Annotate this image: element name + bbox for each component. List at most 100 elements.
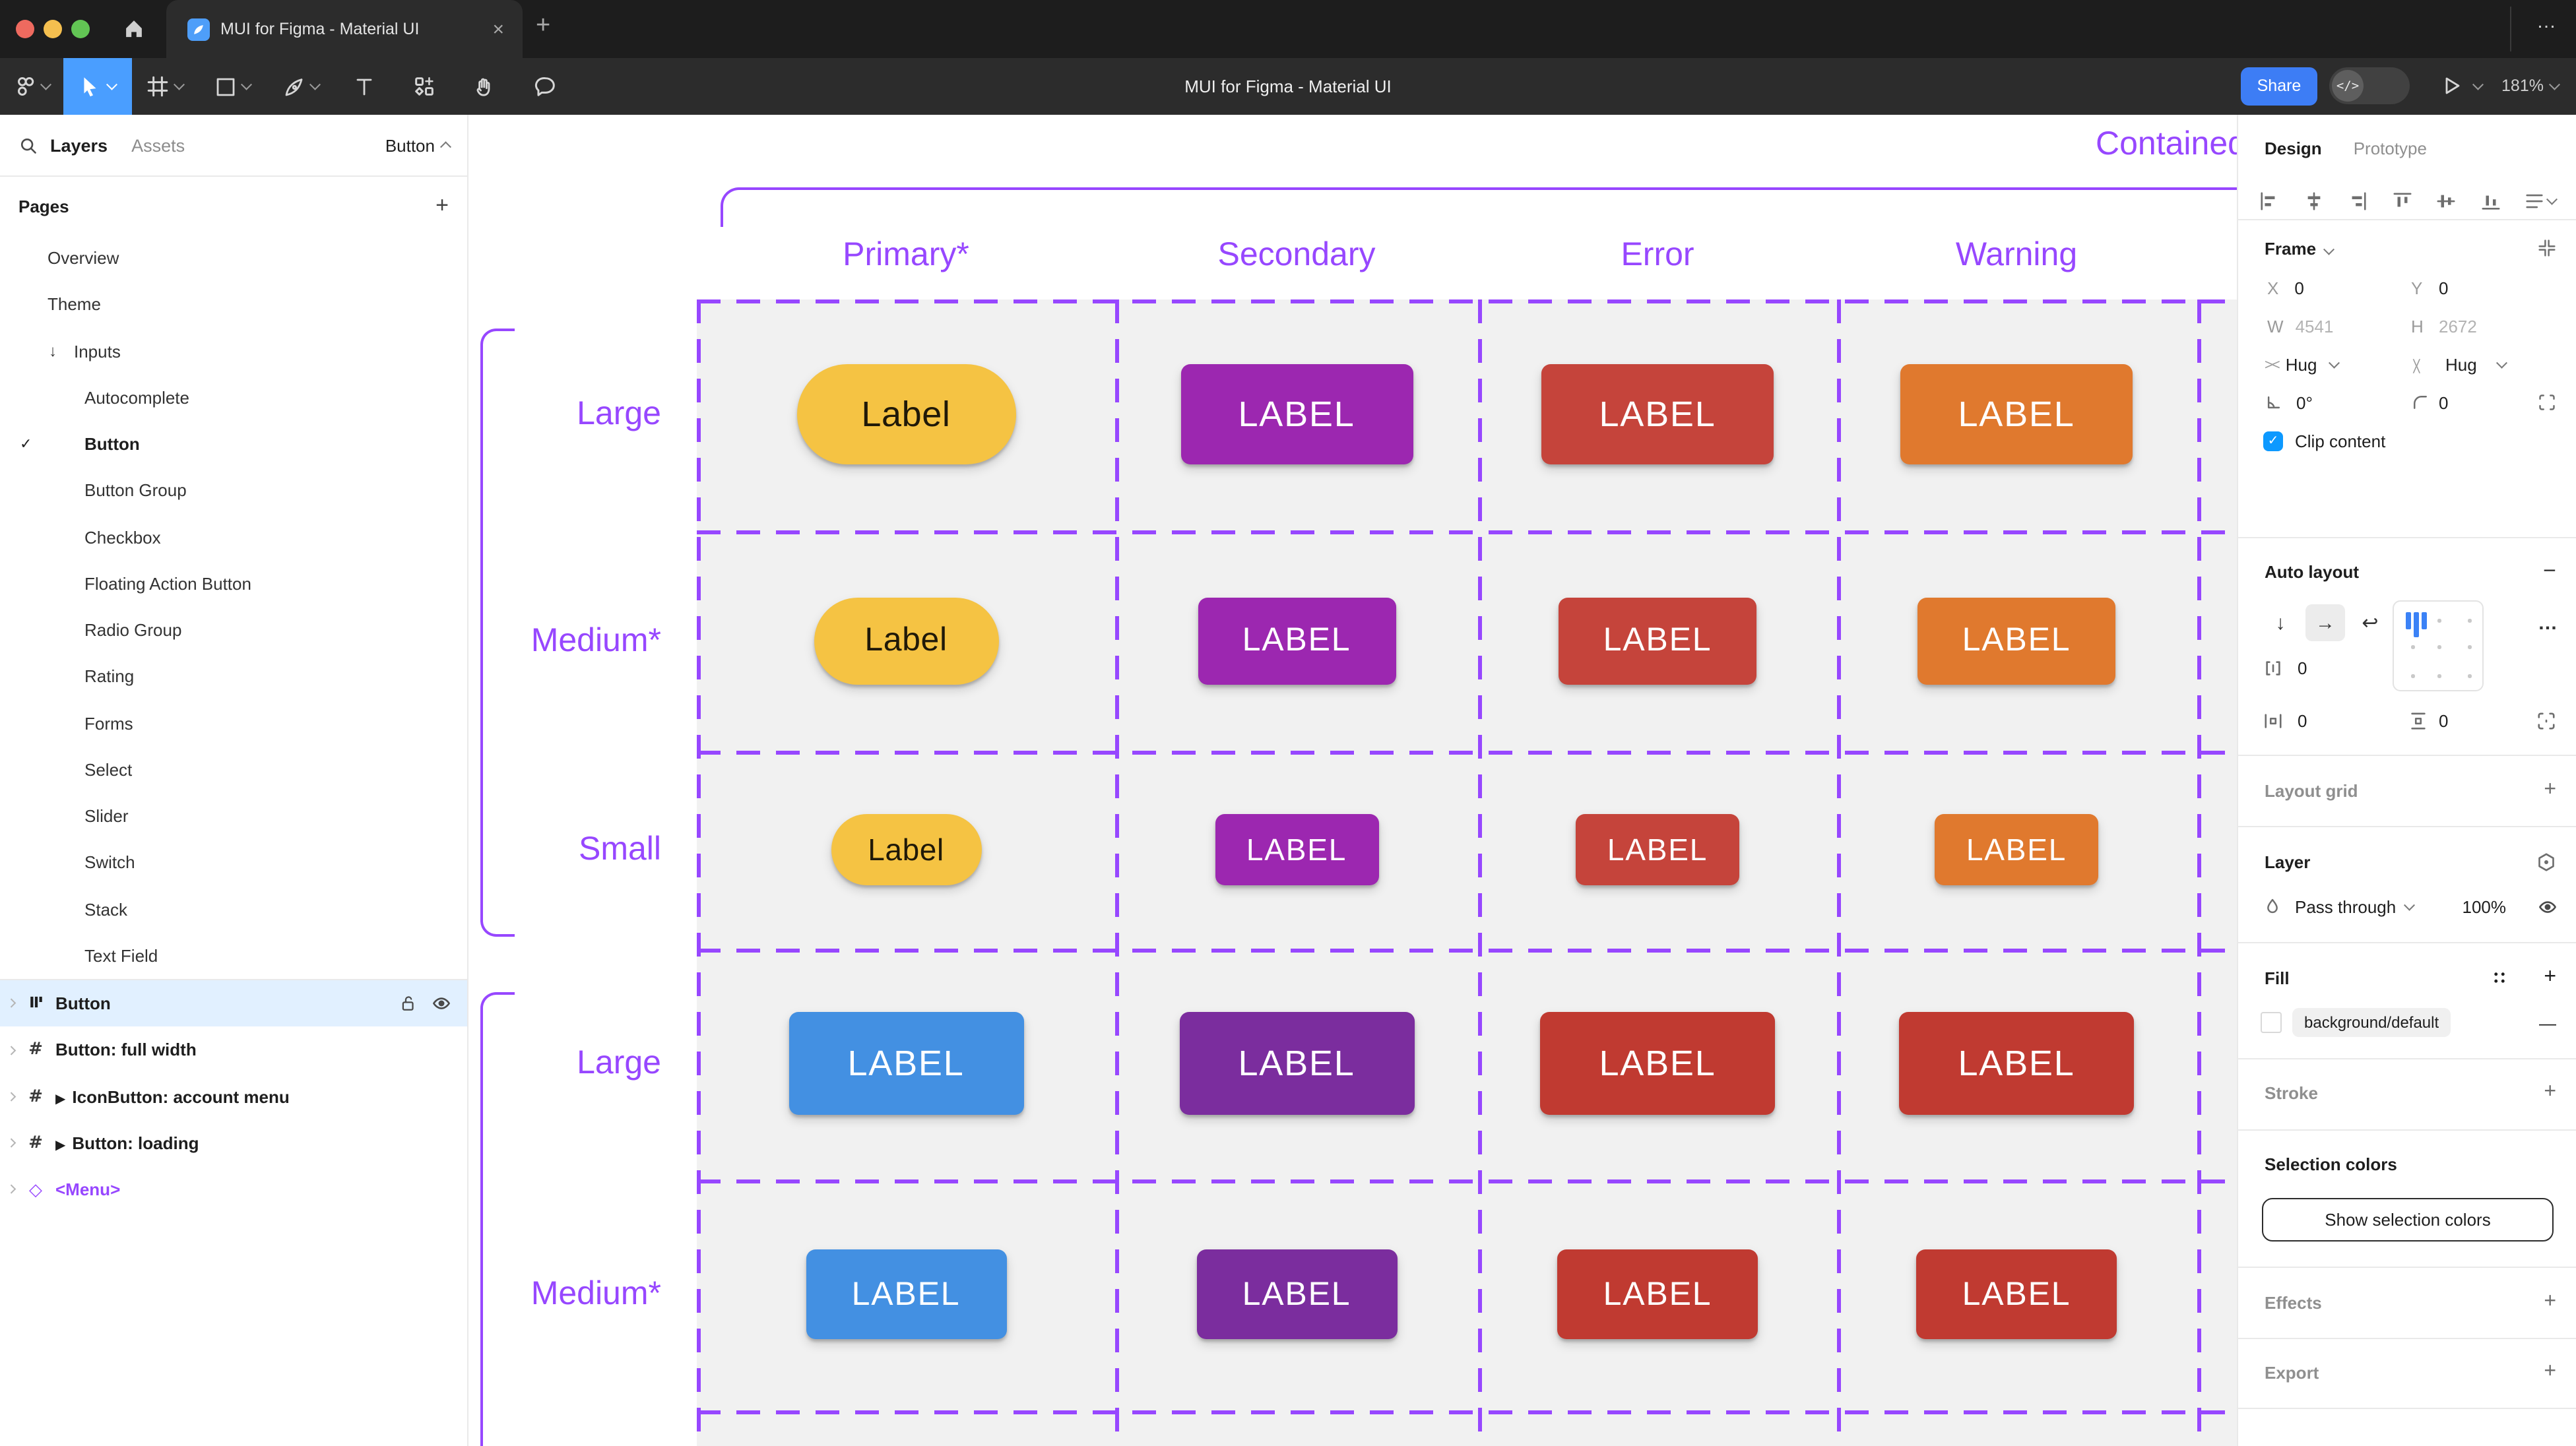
independent-corners-icon[interactable] — [2538, 393, 2556, 412]
add-export-button[interactable]: + — [2544, 1360, 2556, 1383]
align-top-icon[interactable] — [2392, 191, 2412, 211]
gap-value[interactable]: 0 — [2298, 658, 2307, 678]
page-item-select[interactable]: Select — [84, 759, 133, 780]
add-stroke-button[interactable]: + — [2544, 1081, 2556, 1103]
distribute-menu[interactable] — [2525, 191, 2558, 211]
canvas-button[interactable]: LABEL — [1180, 364, 1413, 464]
page-selector[interactable]: Button — [385, 135, 451, 155]
align-left-icon[interactable] — [2259, 191, 2279, 211]
canvas-button[interactable]: Label — [796, 364, 1015, 464]
main-menu-button[interactable] — [0, 58, 63, 115]
add-page-button[interactable]: + — [435, 193, 449, 218]
blend-mode-icon[interactable] — [2536, 852, 2556, 871]
auto-layout-right-button[interactable]: → — [2305, 604, 2345, 641]
window-more-icon[interactable]: … — [2536, 11, 2558, 33]
page-item-radio-group[interactable]: Radio Group — [84, 620, 182, 641]
canvas-button[interactable]: LABEL — [1935, 814, 2098, 885]
canvas-button[interactable]: LABEL — [1540, 1012, 1775, 1115]
align-h-center-icon[interactable] — [2303, 191, 2323, 211]
page-item-switch[interactable]: Switch — [84, 852, 135, 873]
expand-chevron-icon[interactable] — [7, 999, 15, 1008]
tab-design[interactable]: Design — [2265, 139, 2322, 158]
canvas-button[interactable]: LABEL — [1899, 1012, 2134, 1115]
canvas-button[interactable]: LABEL — [1917, 597, 2115, 684]
canvas-button[interactable]: LABEL — [1198, 597, 1396, 684]
alignment-pad[interactable] — [2393, 600, 2484, 691]
corner-radius-value[interactable]: 0 — [2439, 393, 2449, 412]
add-fill-button[interactable]: + — [2544, 966, 2556, 988]
share-button[interactable]: Share — [2241, 67, 2317, 105]
auto-layout-wrap-button[interactable]: ↩ — [2362, 612, 2379, 635]
shape-tool-button[interactable] — [198, 58, 267, 115]
layer-row-iconbutton-account-menu[interactable]: # ▶ IconButton: account menu — [0, 1073, 467, 1120]
canvas-button[interactable]: LABEL — [1916, 1249, 2117, 1339]
clip-content-checkbox[interactable]: ✓ — [2263, 431, 2283, 451]
layer-row-button[interactable]: Button — [0, 980, 467, 1027]
h-value[interactable]: 2672 — [2439, 316, 2477, 336]
vertical-padding-value[interactable]: 0 — [2439, 710, 2449, 730]
auto-layout-more-icon[interactable]: … — [2538, 612, 2559, 634]
w-value[interactable]: 4541 — [2295, 316, 2334, 336]
canvas-button[interactable]: LABEL — [806, 1249, 1006, 1339]
canvas-button[interactable]: LABEL — [1557, 1249, 1758, 1339]
page-item-overview[interactable]: Overview — [48, 248, 119, 268]
new-tab-button[interactable]: + — [536, 12, 551, 40]
canvas-button[interactable]: Label — [814, 597, 998, 684]
page-item-floating-action-button[interactable]: Floating Action Button — [84, 573, 251, 594]
horizontal-padding-value[interactable]: 0 — [2298, 710, 2307, 730]
layer-row-menu-instance[interactable]: ◇ <Menu> — [0, 1166, 467, 1213]
home-icon[interactable] — [121, 16, 146, 47]
page-item-theme[interactable]: Theme — [48, 294, 101, 315]
auto-layout-down-button[interactable]: ↓ — [2275, 612, 2286, 634]
frame-section-title[interactable]: Frame — [2265, 238, 2317, 258]
frame-name-label[interactable]: Contained — [2096, 125, 2237, 162]
hug-horizontal-value[interactable]: Hug — [2285, 355, 2317, 375]
page-item-autocomplete[interactable]: Autocomplete — [84, 387, 189, 408]
frame-tool-button[interactable] — [132, 58, 198, 115]
add-layout-grid-button[interactable]: + — [2544, 778, 2556, 801]
page-item-inputs[interactable]: ↓ Inputs — [49, 341, 121, 362]
comment-tool-button[interactable] — [515, 58, 575, 115]
page-item-button[interactable]: ✓ Button — [20, 434, 140, 455]
canvas-button[interactable]: LABEL — [1559, 597, 1756, 684]
page-item-stack[interactable]: Stack — [84, 899, 128, 920]
remove-fill-button[interactable]: — — [2539, 1013, 2556, 1032]
minimize-window-button[interactable] — [44, 20, 62, 38]
canvas-button[interactable]: LABEL — [1196, 1249, 1397, 1339]
layer-row-button-full-width[interactable]: # Button: full width — [0, 1027, 467, 1074]
show-selection-colors-button[interactable]: Show selection colors — [2262, 1198, 2554, 1242]
fill-styles-icon[interactable] — [2490, 968, 2509, 987]
page-item-text-field[interactable]: Text Field — [84, 945, 158, 966]
canvas-button[interactable]: LABEL — [1541, 364, 1774, 464]
canvas-button[interactable]: LABEL — [1900, 364, 2133, 464]
expand-chevron-icon[interactable] — [7, 1139, 15, 1148]
dev-mode-toggle[interactable]: </> — [2329, 67, 2410, 104]
rotation-value[interactable]: 0° — [2296, 393, 2313, 412]
remove-auto-layout-button[interactable]: − — [2543, 558, 2556, 583]
page-item-checkbox[interactable]: Checkbox — [84, 527, 161, 548]
align-bottom-icon[interactable] — [2481, 191, 2501, 211]
canvas-button[interactable]: LABEL — [789, 1012, 1023, 1115]
collapse-icon[interactable] — [2538, 239, 2556, 257]
close-tab-icon[interactable]: × — [492, 18, 504, 40]
canvas-button[interactable]: Label — [831, 814, 981, 885]
tab-prototype[interactable]: Prototype — [2353, 139, 2427, 158]
canvas-button[interactable]: LABEL — [1179, 1012, 1414, 1115]
tab-assets[interactable]: Assets — [131, 135, 185, 155]
zoom-menu[interactable]: 181% — [2501, 77, 2560, 95]
y-value[interactable]: 0 — [2439, 278, 2449, 298]
file-tab[interactable]: MUI for Figma - Material UI × — [166, 0, 523, 58]
fill-style-name[interactable]: background/default — [2292, 1008, 2451, 1037]
page-item-rating[interactable]: Rating — [84, 666, 135, 687]
page-item-button-group[interactable]: Button Group — [84, 480, 187, 501]
independent-padding-icon[interactable] — [2536, 710, 2556, 730]
layer-opacity-value[interactable]: 100% — [2462, 896, 2507, 916]
search-icon[interactable] — [18, 135, 38, 155]
page-item-forms[interactable]: Forms — [84, 713, 133, 734]
canvas[interactable]: Contained Primary* Secondary Error Warni… — [468, 115, 2237, 1446]
hand-tool-button[interactable] — [454, 58, 515, 115]
expand-chevron-icon[interactable] — [7, 1092, 15, 1101]
align-v-center-icon[interactable] — [2437, 191, 2457, 211]
close-window-button[interactable] — [16, 20, 34, 38]
zoom-window-button[interactable] — [71, 20, 90, 38]
